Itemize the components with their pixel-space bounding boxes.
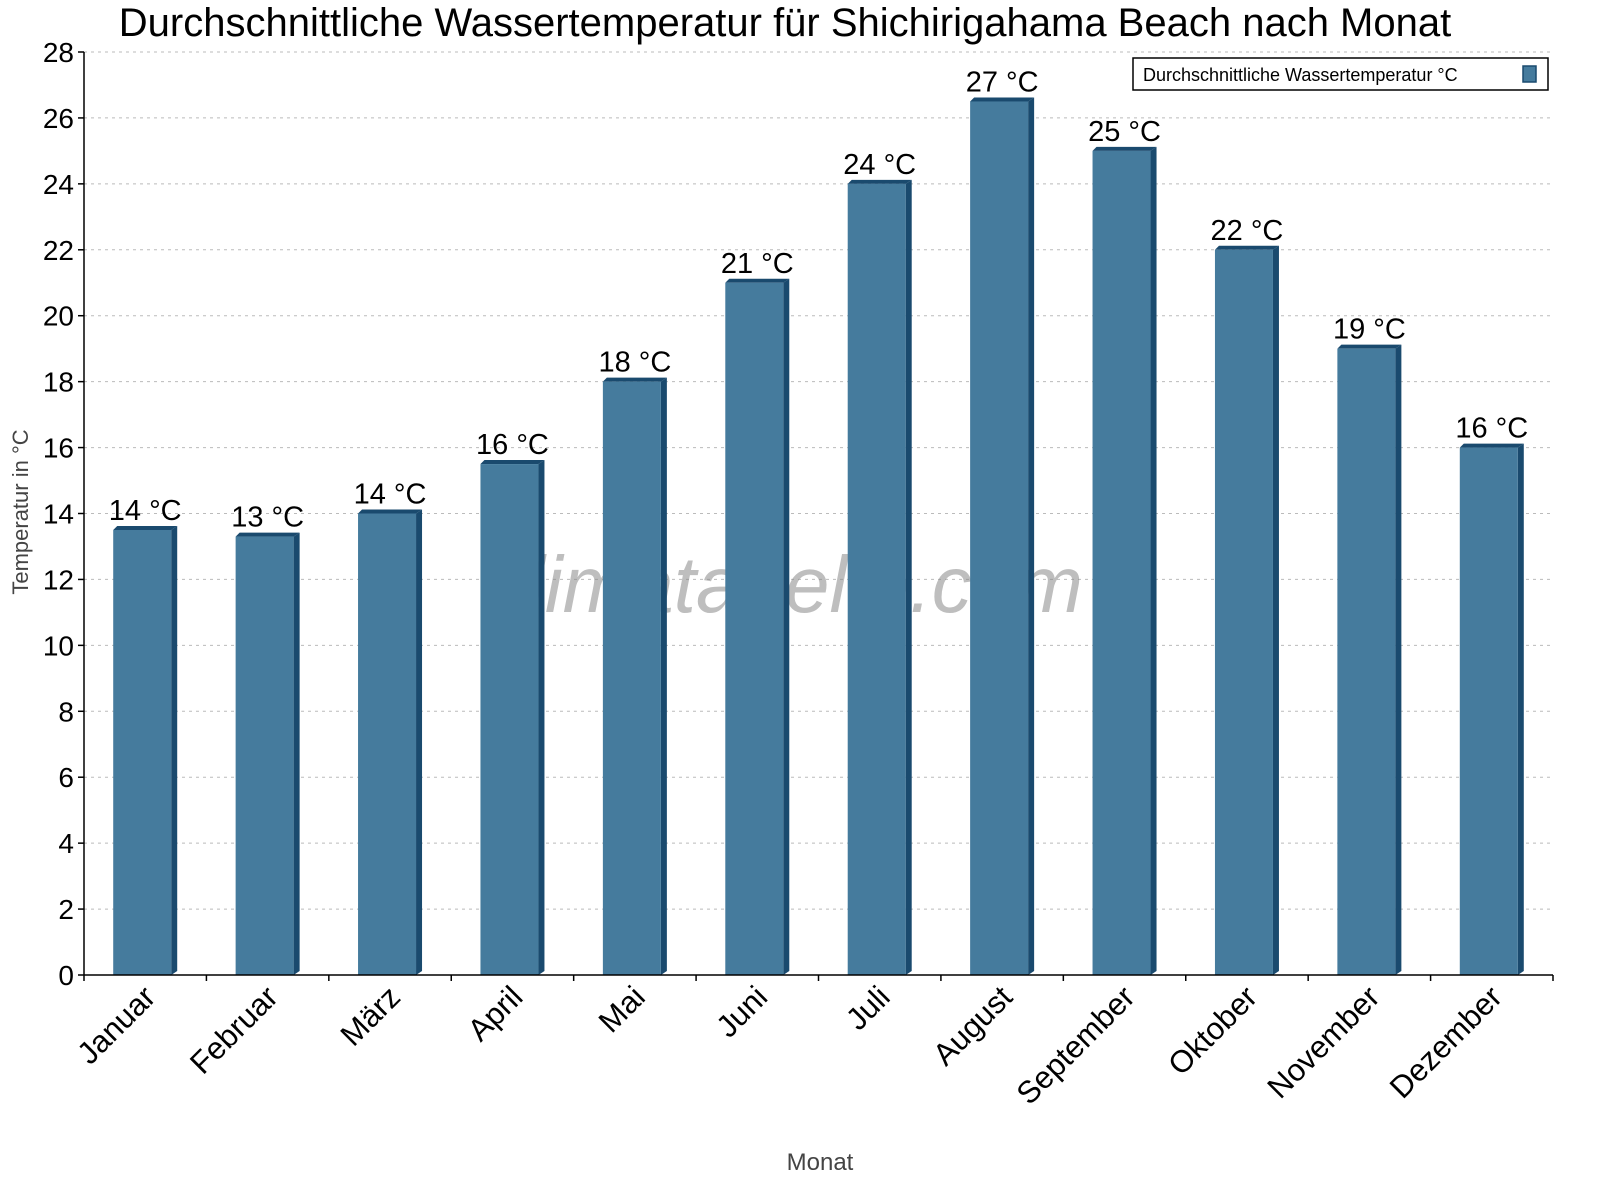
data-label: 14 °C — [109, 495, 182, 527]
y-tick-label: 20 — [43, 301, 74, 332]
bar — [358, 513, 417, 975]
bar — [1092, 150, 1151, 976]
y-tick-label: 16 — [43, 433, 74, 464]
y-tick-label: 0 — [58, 960, 74, 991]
x-tick-label: Oktober — [1161, 979, 1264, 1082]
bar-top — [235, 532, 300, 537]
x-tick-label: April — [461, 979, 530, 1048]
bar-top — [480, 460, 545, 465]
y-tick-label: 22 — [43, 235, 74, 266]
data-label: 16 °C — [476, 429, 549, 461]
bar-side — [416, 509, 423, 975]
data-label: 13 °C — [231, 502, 304, 534]
bars: 14 °C 13 °C 14 °C 16 °C 18 °C 21 °C 24 °C 27 °C… — [109, 66, 1528, 976]
y-tick-label: 14 — [43, 499, 74, 530]
bar-top — [113, 525, 178, 530]
y-tick-label: 28 — [43, 37, 74, 68]
x-tick-label: März — [334, 979, 407, 1052]
bar — [480, 464, 539, 975]
bar — [602, 381, 661, 976]
bar-top — [970, 97, 1035, 102]
data-label: 24 °C — [843, 149, 916, 181]
bar — [847, 183, 906, 975]
bar-top — [1337, 344, 1402, 349]
x-tick-label: Januar — [70, 979, 162, 1071]
bar-side — [783, 278, 790, 975]
bar-side — [293, 532, 300, 975]
x-tick-label: November — [1260, 979, 1386, 1105]
x-axis-label: Monat — [787, 1149, 854, 1176]
bar — [725, 282, 784, 975]
bar-top — [725, 278, 790, 283]
bar-side — [1272, 245, 1279, 976]
bar-side — [1028, 97, 1035, 976]
y-tick-label: 2 — [58, 894, 74, 925]
bar — [113, 529, 172, 975]
chart-title: Durchschnittliche Wassertemperatur für S… — [119, 1, 1451, 45]
bar-side — [538, 460, 545, 975]
bar-top — [847, 179, 912, 184]
legend-swatch — [1522, 65, 1537, 83]
bar-top — [1092, 146, 1157, 151]
legend-label: Durchschnittliche Wassertemperatur °C — [1143, 65, 1458, 85]
y-axis-label: Temperatur in °C — [8, 429, 33, 594]
bar-side — [1395, 344, 1402, 975]
y-tick-label: 18 — [43, 367, 74, 398]
data-label: 16 °C — [1455, 413, 1528, 445]
bar-side — [660, 377, 667, 976]
bar — [1337, 348, 1396, 975]
bar — [1459, 447, 1518, 976]
y-tick-label: 4 — [58, 828, 74, 859]
legend: Durchschnittliche Wassertemperatur °C — [1132, 57, 1549, 91]
data-label: 22 °C — [1211, 215, 1284, 247]
bar-top — [602, 377, 667, 382]
bar-side — [171, 525, 178, 975]
gridlines — [84, 51, 1553, 910]
data-label: 14 °C — [354, 479, 427, 511]
bar-side — [1150, 146, 1157, 976]
legend-box — [1132, 57, 1549, 91]
x-tick-label: September — [1010, 979, 1142, 1111]
y-tick-label: 26 — [43, 103, 74, 134]
y-tick-label: 12 — [43, 564, 74, 595]
x-tick-label: Februar — [183, 979, 285, 1081]
data-label: 18 °C — [598, 347, 671, 379]
bar — [1214, 249, 1273, 976]
bar-top — [1214, 245, 1279, 250]
y-tick-label: 24 — [43, 169, 74, 200]
y-tick-label: 8 — [58, 696, 74, 727]
data-label: 19 °C — [1333, 314, 1406, 346]
y-tick-label: 10 — [43, 630, 74, 661]
bar — [970, 101, 1029, 976]
data-label: 25 °C — [1088, 116, 1161, 148]
bar-top — [1459, 443, 1524, 448]
bar-side — [1517, 443, 1524, 976]
data-label: 21 °C — [721, 248, 794, 280]
data-label: 27 °C — [966, 66, 1039, 98]
bar-top — [358, 509, 423, 514]
bar-side — [905, 179, 912, 975]
y-tick-label: 6 — [58, 762, 74, 793]
bar — [235, 536, 294, 975]
x-tick-label: Mai — [592, 979, 652, 1039]
x-tick-label: Dezember — [1383, 979, 1509, 1105]
x-tick-label: Juni — [709, 979, 774, 1044]
x-tick-label: August — [926, 979, 1019, 1072]
x-tick-label: Juli — [839, 979, 897, 1037]
